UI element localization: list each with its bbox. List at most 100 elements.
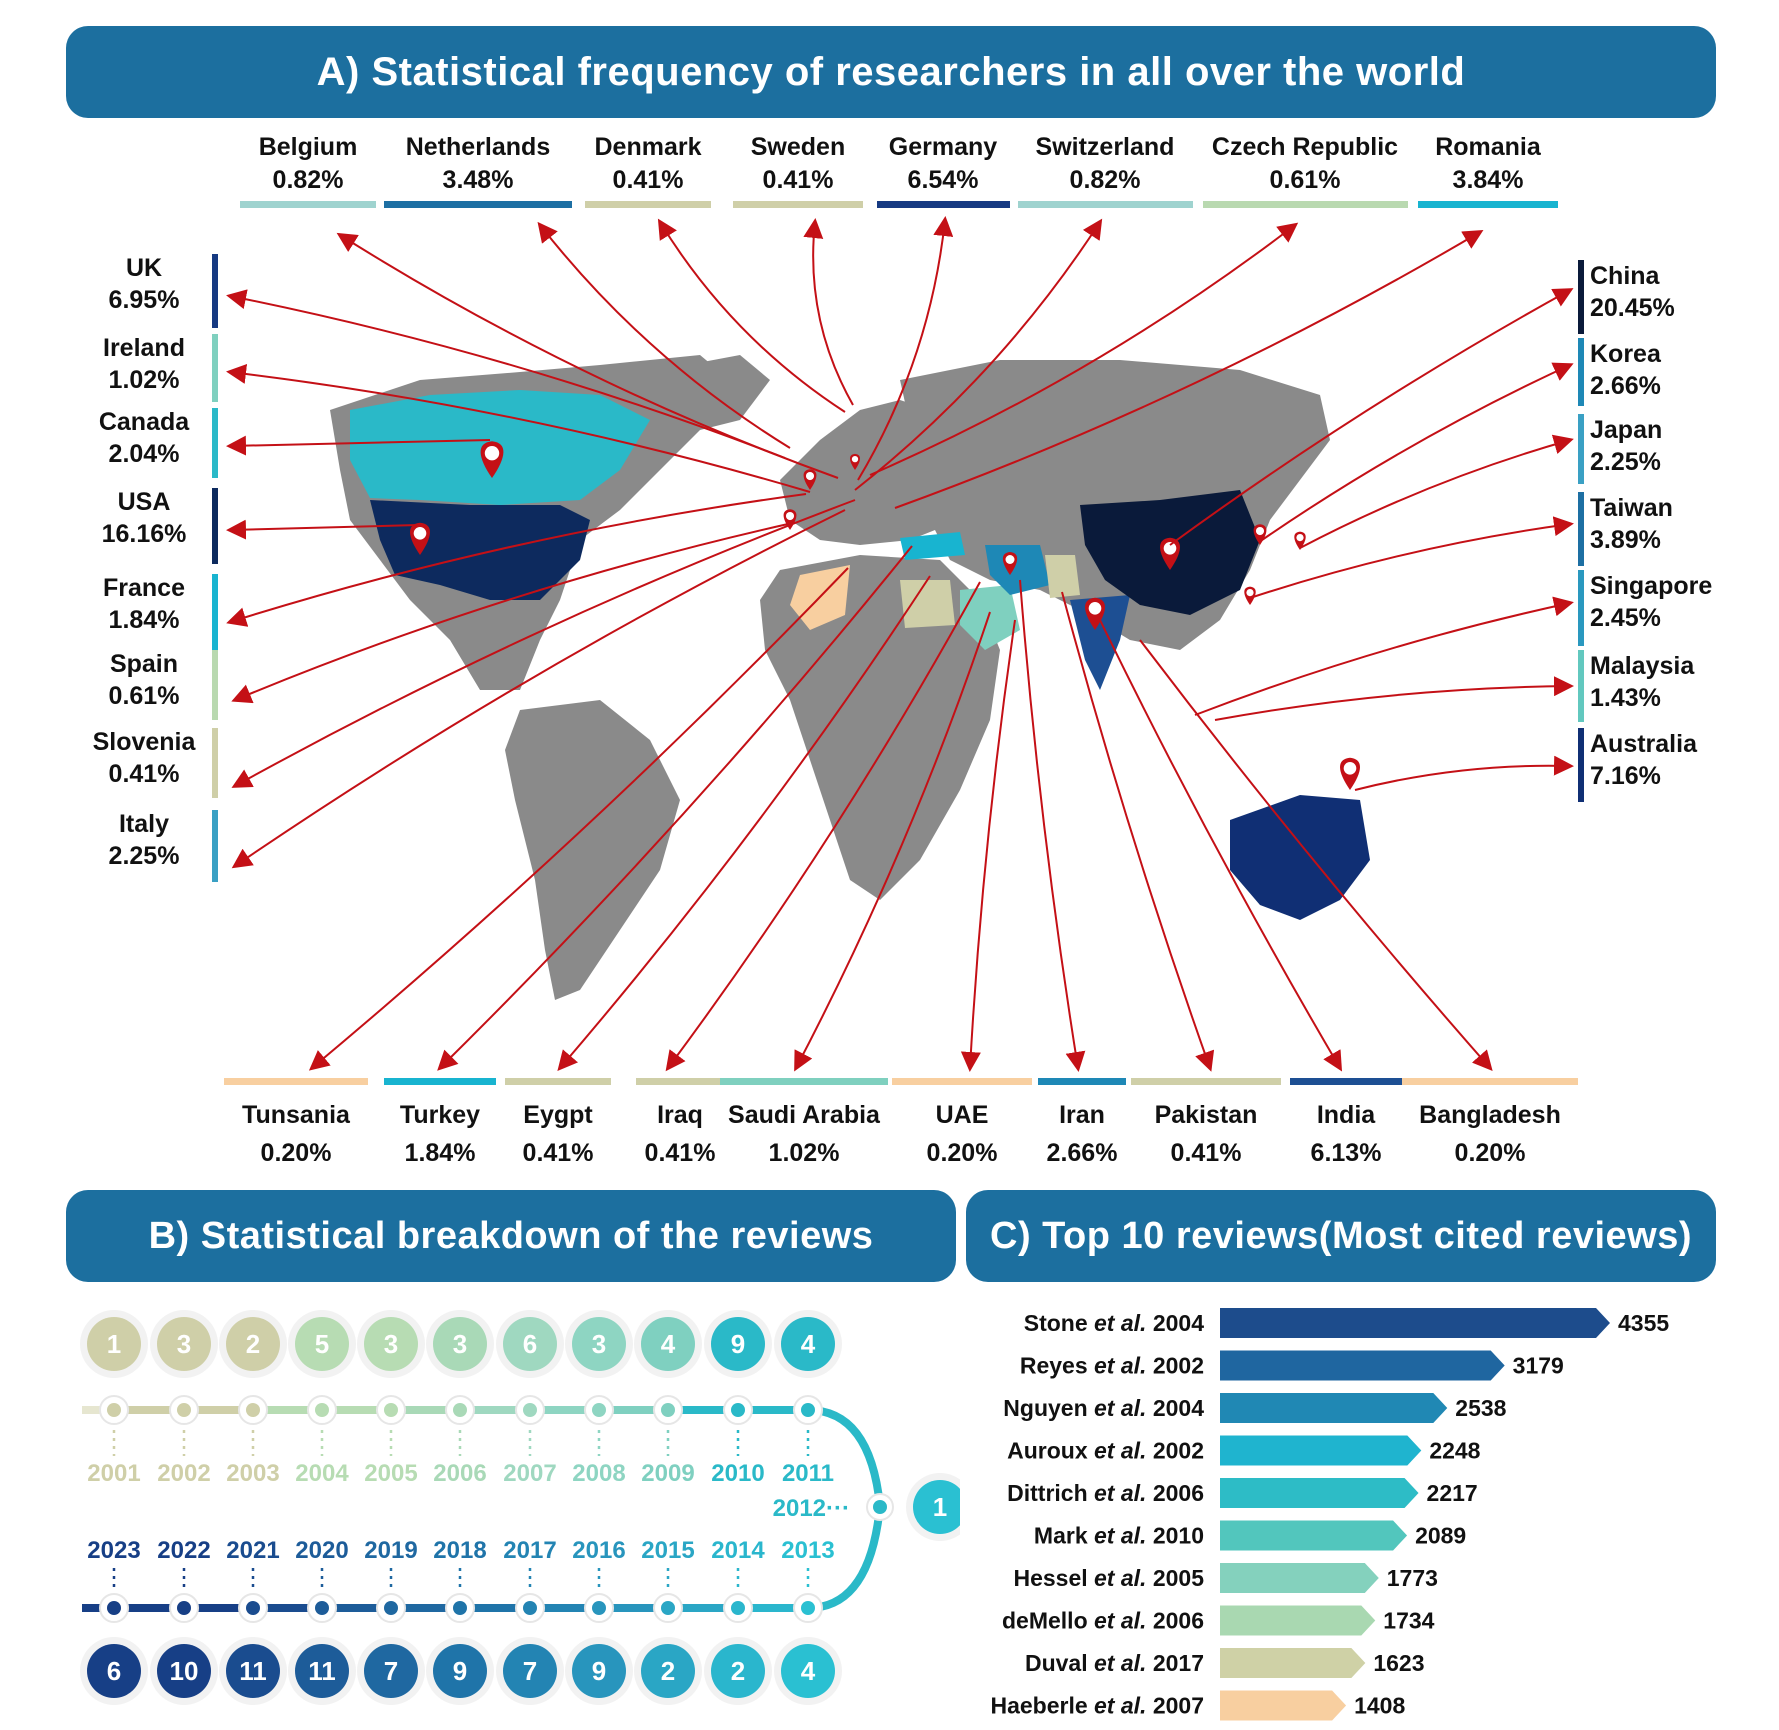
label-uk: UK 6.95%	[84, 252, 204, 316]
year-node-2011: 4 2011	[774, 1310, 842, 1487]
year-node-2020: 2020 11	[288, 1537, 356, 1705]
country-percent: 0.82%	[272, 166, 344, 194]
label-germany: Germany 6.54%	[833, 131, 1053, 197]
label-france: France 1.84%	[84, 572, 204, 636]
color-bar	[733, 201, 863, 208]
country-percent: 3.48%	[442, 166, 514, 194]
bar	[1220, 1520, 1408, 1551]
country-name: China	[1590, 262, 1660, 290]
label-bangladesh: Bangladesh 0.20%	[1390, 1096, 1590, 1172]
year-node-2017: 2017 7	[496, 1537, 564, 1705]
color-bar	[1418, 201, 1558, 208]
label-czech-republic: Czech Republic 0.61%	[1195, 131, 1415, 197]
country-percent: 6.13%	[1310, 1139, 1382, 1167]
bar-row: Reyes et al. 2002 3179	[1020, 1350, 1564, 1381]
year-label: 2012···	[773, 1495, 850, 1522]
color-bar	[212, 408, 218, 478]
pin-hole	[785, 512, 795, 521]
year-node-2023: 2023 6	[80, 1537, 148, 1705]
country-name: France	[103, 574, 185, 602]
color-bar	[1290, 1078, 1402, 1085]
connector-arrows	[226, 216, 1574, 1072]
panel-b-title: B) Statistical breakdown of the reviews	[66, 1190, 956, 1282]
label-netherlands: Netherlands 3.48%	[368, 131, 588, 197]
country-name: Pakistan	[1154, 1101, 1258, 1129]
country-name: Malaysia	[1590, 652, 1695, 680]
pin-india	[1085, 597, 1105, 630]
node-dot	[661, 1403, 675, 1417]
node-dot	[731, 1601, 745, 1615]
color-bar	[1578, 414, 1584, 484]
color-bar	[1017, 201, 1193, 208]
label-uae: UAE 0.20%	[862, 1096, 1062, 1172]
country-name: Ireland	[103, 334, 185, 362]
year-label: 2018	[433, 1537, 486, 1564]
node-dot	[523, 1403, 537, 1417]
bar-label: Duval et al. 2017	[1025, 1650, 1204, 1676]
color-bar	[1578, 260, 1584, 334]
node-dot	[315, 1403, 329, 1417]
count-value: 2	[661, 1656, 675, 1686]
year-node-2010: 9 2010	[704, 1310, 772, 1487]
country-percent: 0.41%	[522, 1139, 594, 1167]
country-name: Italy	[118, 810, 170, 838]
count-bubble	[711, 1644, 765, 1698]
country-percent: 0.82%	[1069, 166, 1141, 194]
country-percent: 16.16%	[101, 520, 187, 548]
color-bar	[212, 650, 218, 720]
et-al: et al.	[1094, 1523, 1146, 1549]
pub-year: 2002	[1146, 1438, 1204, 1464]
pin-iran	[1002, 552, 1018, 575]
pin-taiwan	[1244, 586, 1256, 605]
year-label: 2005	[364, 1460, 417, 1487]
country-percent: 1.02%	[108, 366, 180, 394]
country-percent: 1.84%	[108, 606, 180, 634]
country-percent: 0.41%	[1170, 1139, 1242, 1167]
color-bar	[1578, 728, 1584, 802]
arrow-iraq	[665, 581, 981, 1072]
country-name: Iraq	[657, 1101, 703, 1129]
bar	[1220, 1435, 1422, 1466]
bar-label: deMello et al. 2006	[1002, 1608, 1204, 1634]
label-australia: Australia 7.16%	[1590, 728, 1697, 792]
node-dot	[107, 1403, 121, 1417]
count-bubble	[157, 1317, 211, 1371]
label-iraq: Iraq 0.41%	[580, 1096, 780, 1172]
color-bar	[212, 574, 218, 654]
country-percent: 2.66%	[1590, 372, 1661, 400]
count-value: 10	[170, 1656, 199, 1686]
country-percent: 0.20%	[260, 1139, 332, 1167]
country-name: Netherlands	[405, 133, 551, 161]
count-value: 6	[107, 1656, 121, 1686]
bar-value: 3179	[1513, 1353, 1564, 1379]
label-italy: Italy 2.25%	[84, 808, 204, 872]
pub-year: 2005	[1146, 1565, 1204, 1591]
author-name: Haeberle	[990, 1693, 1094, 1719]
country-name: Korea	[1590, 340, 1661, 368]
label-canada: Canada 2.04%	[84, 406, 204, 470]
count-value: 9	[453, 1656, 467, 1686]
country-name: Eygpt	[523, 1101, 593, 1129]
label-denmark: Denmark 0.41%	[538, 131, 758, 197]
land-south-america	[505, 700, 680, 1000]
country-name: Singapore	[1590, 572, 1713, 600]
author-name: Nguyen	[1003, 1395, 1094, 1421]
country-name: Switzerland	[1035, 133, 1175, 161]
bar-row: deMello et al. 2006 1734	[1002, 1605, 1435, 1636]
node-dot	[384, 1403, 398, 1417]
arrow-uk	[226, 289, 786, 459]
color-bar	[892, 1078, 1032, 1085]
year-node-2022: 2022 10	[150, 1537, 218, 1705]
bar-value: 1773	[1387, 1565, 1438, 1591]
pub-year: 2010	[1146, 1523, 1204, 1549]
pin-hole	[484, 446, 500, 461]
label-malaysia: Malaysia 1.43%	[1590, 650, 1694, 714]
bar-row: Auroux et al. 2002 2248	[1007, 1435, 1481, 1466]
arrow-uae	[960, 619, 1016, 1072]
bar	[1220, 1648, 1366, 1678]
country-percent: 6.54%	[907, 166, 979, 194]
count-value: 7	[523, 1656, 537, 1686]
count-bubble	[364, 1317, 418, 1371]
arrow-czech-republic	[869, 222, 1299, 476]
year-node-2009: 4 2009	[634, 1310, 702, 1487]
